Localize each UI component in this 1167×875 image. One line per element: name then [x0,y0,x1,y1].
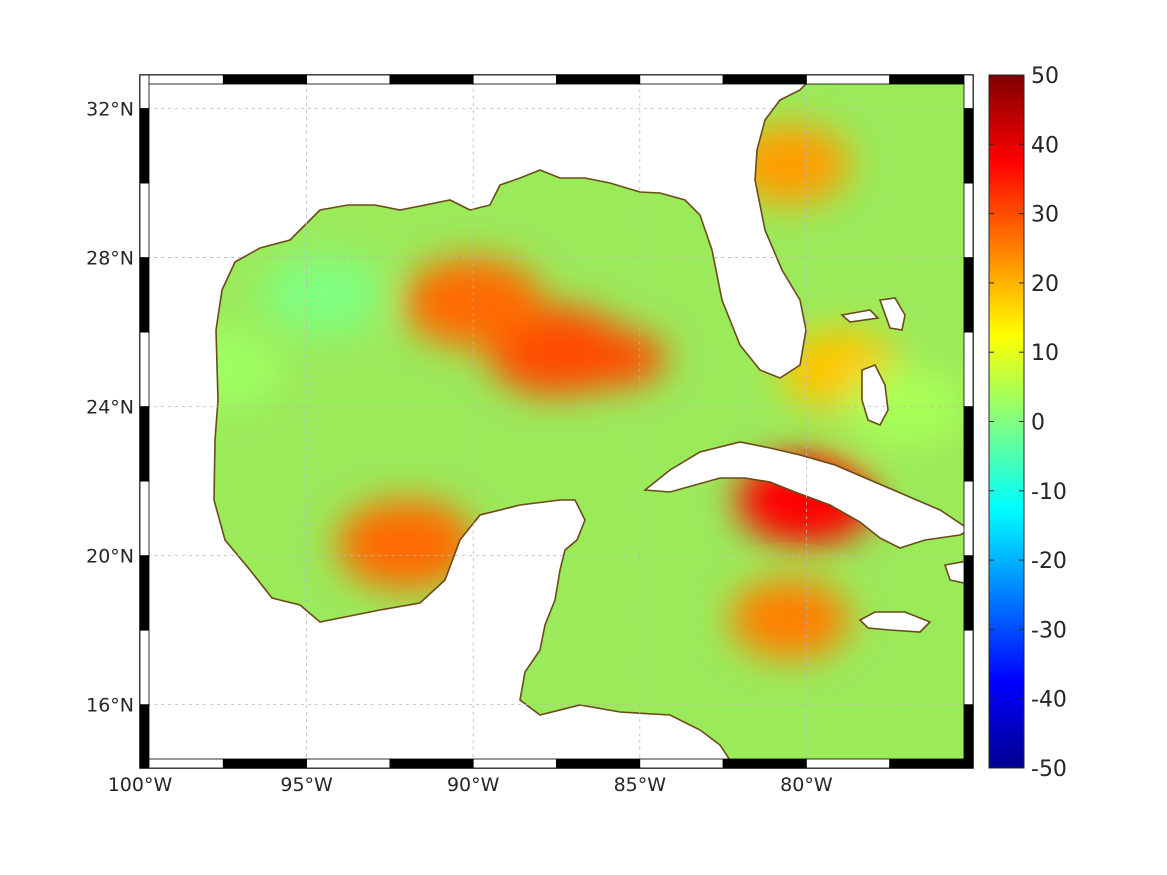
longitude-tick-labels: 100°W 95°W 90°W 85°W 80°W [108,774,833,796]
colorbar-tick-label: 10 [1031,341,1059,366]
frame-segment-top [639,74,724,85]
colorbar-ticks: 50 40 30 20 10 0 -10 -20 -30 -40 -50 [989,64,1067,782]
field-feature-northwest-gulf-low [263,254,384,335]
frame-segment-bottom [472,758,557,769]
colorbar-tick-label: -40 [1031,688,1067,713]
field-feature-bay-of-campeche-high [336,499,477,590]
grid-lines [140,75,973,768]
frame-segment-top [472,74,557,85]
coastline-layer [140,75,973,768]
frame-segment-right [963,406,974,482]
frame-segment-left [139,331,150,407]
frame-segment-left [139,704,150,769]
frame-segment-right [963,257,974,333]
frame-segment-right [963,629,974,706]
lat-tick-label: 32°N [86,99,134,121]
lon-tick-label: 90°W [447,774,500,796]
field-feature-loop-current-high [403,257,544,348]
frame-segment-right [963,182,974,258]
frame-segment-bottom [306,758,391,769]
frame-segment-right [963,555,974,631]
coastline-us-gulf-coast [140,75,817,768]
frame-segment-bottom [556,758,641,769]
frame-segment-top [556,74,641,85]
lat-tick-label: 24°N [86,397,134,419]
lat-tick-label: 16°N [86,695,134,717]
colorbar-tick-label: -50 [1031,757,1067,782]
frame-segment-left [139,257,150,333]
colorbar: 50 40 30 20 10 0 -10 -20 -30 -40 -50 [988,64,1067,782]
frame-segment-right [963,74,974,109]
map-frame [139,74,974,769]
frame-segment-bottom [722,758,807,769]
colorbar-gradient [988,74,1025,769]
lat-tick-label: 28°N [86,248,134,270]
colorbar-tick-label: 40 [1031,133,1059,158]
land-bahamas-abaco [880,298,905,330]
lon-tick-label: 85°W [614,774,667,796]
colorbar-tick-label: 50 [1031,64,1059,89]
frame-segment-left [139,555,150,631]
colorbar-tick-label: -20 [1031,549,1067,574]
field-feature-central-gulf-tail [546,328,667,389]
frame-segment-right [963,108,974,184]
colorbar-tick-label: -10 [1031,480,1067,505]
frame-segment-top [806,74,891,85]
coastline-cuba [642,441,972,549]
frame-segment-left [139,182,150,258]
coastline-bahamas-grand [840,309,880,323]
frame-segment-left [139,406,150,482]
coastline-bahamas-andros [861,363,889,427]
frame-segment-left [139,480,150,557]
colorbar-tick-label: 20 [1031,272,1059,297]
land-jamaica [860,612,930,632]
frame-segment-top [222,74,308,85]
land-us-gulf-coast [140,75,815,768]
frame-segment-left [139,629,150,706]
frame-segment-right [963,480,974,557]
field-feature-caribbean-high [729,578,850,659]
lon-tick-label: 100°W [108,774,173,796]
colorbar-tick-label: 0 [1031,411,1045,436]
frame-segment-bottom [139,758,224,769]
latitude-tick-labels: 32°N 28°N 24°N 20°N 16°N [86,99,134,717]
frame-segment-bottom [222,758,308,769]
frame-segment-left [139,74,150,109]
frame-segment-right [963,331,974,407]
frame-segment-top [889,74,974,85]
lat-tick-label: 20°N [86,546,134,568]
frame-segment-left [139,108,150,184]
frame-segment-top [722,74,807,85]
frame-segment-bottom [389,758,474,769]
coastline-bahamas-abaco [878,297,906,331]
land-bahamas-andros [862,365,888,425]
coastline-jamaica [858,611,932,633]
land-cuba [645,442,970,548]
land-layer [140,75,973,768]
colorbar-tick-label: -30 [1031,618,1067,643]
frame-segment-top [389,74,474,85]
lon-tick-label: 80°W [780,774,833,796]
colorbar-tick-label: 30 [1031,203,1059,228]
frame-segment-top [139,74,224,85]
frame-segment-bottom [889,758,974,769]
frame-segment-bottom [639,758,724,769]
lon-tick-label: 95°W [280,774,333,796]
frame-segment-top [306,74,391,85]
frame-segment-right [963,704,974,769]
frame-segment-bottom [806,758,891,769]
plot-area [140,75,973,768]
field-feature-atlantic-florida-high [729,124,850,205]
